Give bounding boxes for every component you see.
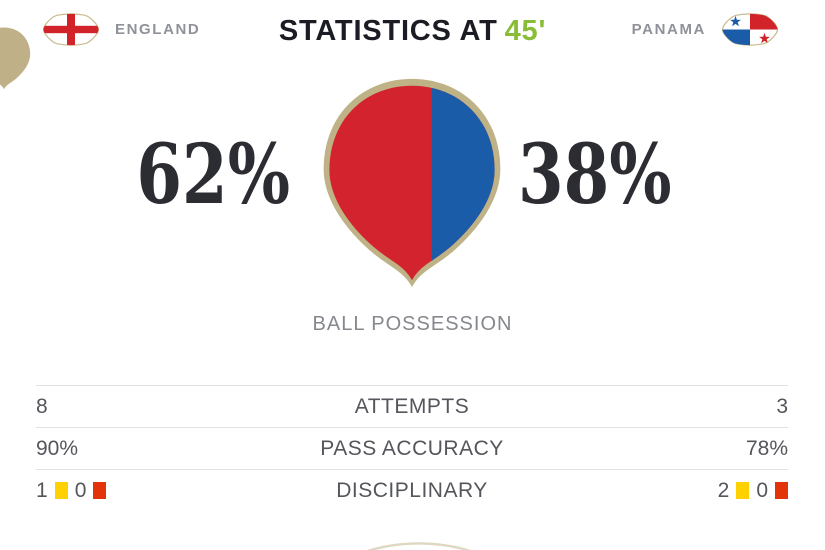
stat-row-pass-accuracy: PASS ACCURACY 90% 78%: [36, 427, 788, 469]
home-stat-value: 8: [36, 394, 48, 418]
away-red-card-count: 0: [756, 478, 768, 502]
gold-shield-decoration-icon: [0, 27, 31, 90]
away-team-header: PANAMA: [632, 12, 779, 47]
away-stat-value: 3: [776, 394, 788, 418]
possession-shield-chart: [323, 78, 501, 288]
home-yellow-card-count: 1: [36, 478, 48, 502]
away-stat-value: 78%: [745, 436, 788, 460]
away-cards: 2 0: [718, 479, 788, 503]
panama-flag-icon: [721, 13, 779, 46]
page-title: STATISTICS AT 45': [0, 15, 825, 48]
england-flag-icon: [42, 13, 100, 46]
home-cards: 1 0: [36, 478, 107, 503]
yellow-card-icon: [54, 482, 68, 499]
away-team-name: PANAMA: [631, 21, 706, 38]
red-card-icon: [775, 482, 788, 499]
home-stat-value: 90%: [36, 436, 79, 460]
home-red-card-count: 0: [74, 478, 87, 502]
stat-row-attempts: ATTEMPTS 8 3: [36, 385, 788, 427]
match-minute: 45': [504, 15, 547, 47]
away-possession-percentage: 38%: [518, 127, 672, 223]
yellow-card-icon: [736, 482, 750, 499]
red-card-icon: [93, 482, 107, 499]
home-team-header: ENGLAND: [42, 12, 200, 47]
possession-label: BALL POSSESSION: [312, 313, 513, 335]
home-team-name: ENGLAND: [115, 21, 201, 38]
stat-label: PASS ACCURACY: [320, 436, 504, 460]
next-shield-top-edge-decoration: [367, 542, 471, 550]
title-prefix: STATISTICS AT: [278, 15, 498, 47]
stat-label: DISCIPLINARY: [336, 478, 488, 502]
stat-row-disciplinary: DISCIPLINARY 1 0 2 0: [36, 469, 788, 511]
away-yellow-card-count: 2: [717, 478, 730, 502]
stat-label: ATTEMPTS: [354, 394, 470, 418]
home-possession-percentage: 62%: [136, 127, 290, 223]
stats-table: ATTEMPTS 8 3 PASS ACCURACY 90% 78% DISCI…: [36, 385, 788, 511]
